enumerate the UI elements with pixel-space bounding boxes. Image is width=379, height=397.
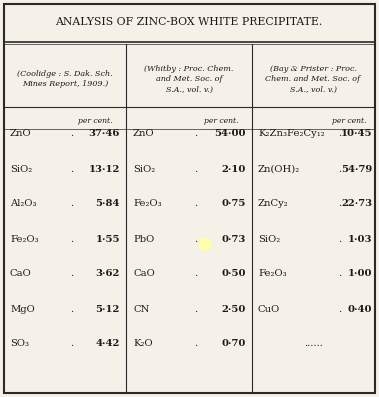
Circle shape xyxy=(199,238,211,250)
Text: 0·40: 0·40 xyxy=(348,304,372,314)
Text: .: . xyxy=(70,129,74,139)
Text: 5·12: 5·12 xyxy=(96,304,120,314)
Text: .: . xyxy=(338,235,341,243)
Text: 0·70: 0·70 xyxy=(222,339,246,349)
Text: CaO: CaO xyxy=(133,270,155,279)
Text: CaO: CaO xyxy=(10,270,32,279)
Text: Al₂O₃: Al₂O₃ xyxy=(10,200,36,208)
Text: .: . xyxy=(194,164,197,173)
Text: 5·84: 5·84 xyxy=(96,200,120,208)
Text: Fe₂O₃: Fe₂O₃ xyxy=(133,200,161,208)
Text: .: . xyxy=(194,304,197,314)
Text: .: . xyxy=(70,304,74,314)
Text: .: . xyxy=(194,129,197,139)
Text: K₂O: K₂O xyxy=(133,339,153,349)
Text: ZnCy₂: ZnCy₂ xyxy=(258,200,289,208)
Text: CuO: CuO xyxy=(258,304,280,314)
Text: CN: CN xyxy=(133,304,149,314)
Text: ANALYSIS OF ZINC-BOX WHITE PRECIPITATE.: ANALYSIS OF ZINC-BOX WHITE PRECIPITATE. xyxy=(55,17,323,27)
Text: 13·12: 13·12 xyxy=(89,164,120,173)
Text: MgO: MgO xyxy=(10,304,35,314)
Text: per cent.: per cent. xyxy=(332,117,366,125)
Text: Fe₂O₃: Fe₂O₃ xyxy=(10,235,39,243)
Text: .: . xyxy=(194,200,197,208)
Text: ......: ...... xyxy=(304,339,323,349)
Text: per cent.: per cent. xyxy=(204,117,238,125)
Text: .: . xyxy=(338,200,341,208)
Text: 22·73: 22·73 xyxy=(341,200,372,208)
Text: 0·75: 0·75 xyxy=(222,200,246,208)
Text: 1·00: 1·00 xyxy=(348,270,372,279)
Text: PbO: PbO xyxy=(133,235,154,243)
Text: 54·79: 54·79 xyxy=(341,164,372,173)
Text: .: . xyxy=(338,129,341,139)
Text: SiO₂: SiO₂ xyxy=(133,164,155,173)
Text: SiO₂: SiO₂ xyxy=(10,164,32,173)
Text: SiO₂: SiO₂ xyxy=(258,235,280,243)
Text: per cent.: per cent. xyxy=(77,117,112,125)
Text: .: . xyxy=(70,164,74,173)
Text: .: . xyxy=(194,235,197,243)
Text: Zn(OH)₂: Zn(OH)₂ xyxy=(258,164,300,173)
Text: .: . xyxy=(70,200,74,208)
Text: .: . xyxy=(338,304,341,314)
Text: .: . xyxy=(70,339,74,349)
Text: 0·50: 0·50 xyxy=(221,270,246,279)
Text: ZnO: ZnO xyxy=(10,129,31,139)
Text: K₂Zn₃Fe₂Cy₁₂: K₂Zn₃Fe₂Cy₁₂ xyxy=(258,129,325,139)
Text: .: . xyxy=(338,270,341,279)
Text: (Coolidge : S. Dak. Sch.
Mines Report, 1909.): (Coolidge : S. Dak. Sch. Mines Report, 1… xyxy=(17,70,113,88)
Text: 37·46: 37·46 xyxy=(89,129,120,139)
Text: SO₃: SO₃ xyxy=(10,339,29,349)
Text: 1·03: 1·03 xyxy=(348,235,372,243)
Text: Fe₂O₃: Fe₂O₃ xyxy=(258,270,287,279)
Text: .: . xyxy=(194,270,197,279)
Text: (Bay & Prister : Proc.
Chem. and Met. Soc. of
S.A., vol. v.): (Bay & Prister : Proc. Chem. and Met. So… xyxy=(265,65,360,93)
Text: .: . xyxy=(70,235,74,243)
Text: .: . xyxy=(194,339,197,349)
Text: 1·55: 1·55 xyxy=(96,235,120,243)
Text: 3·62: 3·62 xyxy=(96,270,120,279)
Text: 0·73: 0·73 xyxy=(222,235,246,243)
Text: 54·00: 54·00 xyxy=(215,129,246,139)
Text: .: . xyxy=(338,164,341,173)
Text: 2·50: 2·50 xyxy=(222,304,246,314)
Text: ZnO: ZnO xyxy=(133,129,155,139)
Text: .: . xyxy=(70,270,74,279)
Text: 2·10: 2·10 xyxy=(222,164,246,173)
Text: 4·42: 4·42 xyxy=(96,339,120,349)
Text: 10·45: 10·45 xyxy=(340,129,372,139)
Text: (Whitby : Proc. Chem.
and Met. Soc. of
S.A., vol. v.): (Whitby : Proc. Chem. and Met. Soc. of S… xyxy=(144,65,234,93)
